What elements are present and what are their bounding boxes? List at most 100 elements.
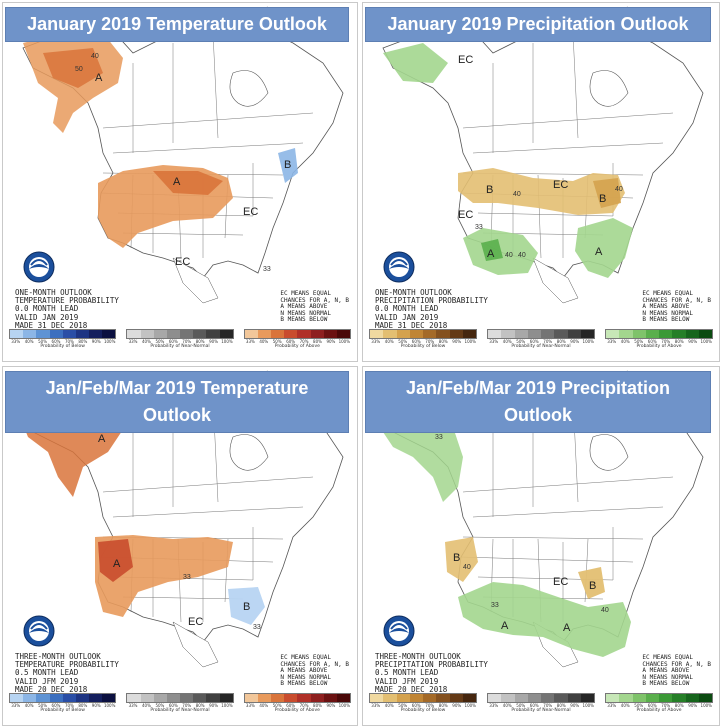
scale-tick: 50% bbox=[155, 339, 165, 344]
scale-tick: 50% bbox=[634, 703, 644, 708]
legend-line: EC MEANS EQUAL bbox=[280, 654, 331, 661]
scale-swatch bbox=[36, 694, 50, 702]
scale-swatch bbox=[462, 694, 476, 702]
scale-ticks: 33% 40% 50% 60% 70% 80% 90% 100% bbox=[369, 703, 477, 708]
scale-tick: 100% bbox=[221, 339, 233, 344]
scale-bar bbox=[9, 329, 117, 339]
scale-swatch bbox=[554, 330, 568, 338]
scale-swatch bbox=[10, 330, 24, 338]
scale-tick: 40% bbox=[502, 339, 512, 344]
legend-line: B MEANS BELOW bbox=[280, 316, 328, 324]
scale-bar bbox=[369, 693, 477, 703]
scale-swatch bbox=[206, 694, 220, 702]
scale-caption: Probability of Above bbox=[274, 708, 320, 713]
meta-line: ONE-MONTH OUTLOOK bbox=[15, 288, 92, 297]
scale-swatch bbox=[632, 694, 646, 702]
contour-label: 40 bbox=[601, 607, 609, 614]
meta-line: 0.5 MONTH LEAD bbox=[15, 668, 79, 678]
scale-swatch bbox=[423, 694, 437, 702]
panel-jan-precipitation: January 2019 Precipitation Outlook EC EC… bbox=[362, 2, 720, 362]
scale-tick: 80% bbox=[674, 703, 684, 708]
scale-tick: 70% bbox=[543, 703, 553, 708]
scale-swatch bbox=[102, 694, 116, 702]
probability-scale-below-precip: 33% 40% 50% 60% 70% 80% 90% 100% Probability of … bbox=[369, 693, 477, 719]
scale-swatch bbox=[672, 330, 686, 338]
probability-scale-above-temp: 33% 40% 50% 60% 70% 80% 90% 100% Probability of … bbox=[243, 329, 351, 355]
outlook-map: 33 B B A A EC 40 33 40 bbox=[382, 370, 704, 668]
scale-swatch bbox=[659, 694, 673, 702]
probability-scales: 33% 40% 50% 60% 70% 80% 90% 100% Probability of … bbox=[9, 693, 351, 719]
scale-tick: 90% bbox=[452, 703, 462, 708]
scale-tick: 33% bbox=[245, 339, 255, 344]
scale-tick: 60% bbox=[529, 339, 539, 344]
scale-swatch bbox=[323, 694, 337, 702]
scale-swatch bbox=[166, 330, 181, 338]
map-label-above: A bbox=[595, 246, 603, 258]
panel-title: Jan/Feb/Mar 2019 Temperature Outlook bbox=[5, 371, 349, 433]
scale-tick: 50% bbox=[155, 703, 165, 708]
scale-ticks: 33% 40% 50% 60% 70% 80% 90% 100% bbox=[9, 703, 116, 708]
scale-tick: 40% bbox=[384, 703, 394, 708]
scale-tick: 90% bbox=[209, 339, 219, 344]
scale-swatch bbox=[462, 330, 476, 338]
scale-tick: 50% bbox=[398, 339, 408, 344]
scale-tick: 60% bbox=[529, 703, 539, 708]
scale-tick: 50% bbox=[516, 339, 526, 344]
scale-swatch bbox=[23, 694, 37, 702]
probability-scales: 33% 40% 50% 60% 70% 80% 90% 100% Probability of … bbox=[369, 329, 713, 355]
scale-tick: 50% bbox=[272, 339, 282, 344]
scale-caption: Probability of Below bbox=[400, 708, 446, 713]
below-region bbox=[445, 537, 478, 582]
scale-swatch bbox=[501, 694, 515, 702]
scale-swatch bbox=[488, 694, 502, 702]
scale-swatch bbox=[370, 330, 384, 338]
legend-line: N MEANS NORMAL bbox=[642, 309, 693, 317]
noaa-logo bbox=[383, 615, 415, 647]
scale-swatch bbox=[514, 694, 528, 702]
outlook-metadata: THREE-MONTH OUTLOOK PRECIPITATION PROBAB… bbox=[375, 652, 488, 694]
probability-scale-above-precip: 33% 40% 50% 60% 70% 80% 90% 100% Probability of … bbox=[605, 329, 713, 355]
scale-tick: 100% bbox=[582, 339, 594, 344]
contour-label: 33 bbox=[435, 434, 443, 441]
scale-swatch bbox=[606, 330, 620, 338]
ec-legend: EC MEANS EQUAL CHANCES FOR A, N, B A MEA… bbox=[280, 654, 349, 688]
scale-tick: 70% bbox=[299, 339, 309, 344]
legend-line: CHANCES FOR A, N, B bbox=[642, 660, 711, 668]
map-label-above: A bbox=[501, 620, 509, 632]
scale-tick: 100% bbox=[464, 703, 476, 708]
scale-swatch bbox=[257, 330, 271, 338]
scale-swatch bbox=[423, 330, 437, 338]
below-region-strong bbox=[593, 178, 621, 208]
scale-tick: 60% bbox=[286, 339, 296, 344]
scale-tick: 100% bbox=[103, 703, 116, 708]
scale-swatch bbox=[619, 694, 633, 702]
scale-swatch bbox=[336, 694, 351, 702]
scale-swatch bbox=[180, 330, 194, 338]
scale-caption: Probability of Below bbox=[40, 344, 85, 349]
scale-swatch bbox=[193, 330, 207, 338]
scale-tick: 80% bbox=[674, 339, 684, 344]
scale-tick: 70% bbox=[425, 339, 435, 344]
scale-tick: 33% bbox=[128, 703, 138, 708]
contour-label: 40 bbox=[463, 564, 471, 571]
meta-line: THREE-MONTH OUTLOOK bbox=[375, 652, 461, 661]
scale-tick: 70% bbox=[661, 703, 671, 708]
scale-ticks: 33% 40% 50% 60% 70% 80% 90% 100% bbox=[126, 339, 233, 344]
above-region-strong bbox=[481, 239, 503, 261]
scale-swatch bbox=[336, 330, 351, 338]
scale-tick: 70% bbox=[299, 703, 309, 708]
legend-line: N MEANS NORMAL bbox=[280, 673, 331, 681]
meta-line: VALID JFM 2019 bbox=[375, 676, 439, 686]
scale-tick: 40% bbox=[259, 339, 269, 344]
contour-label: 33 bbox=[475, 224, 483, 231]
scale-swatch bbox=[645, 694, 659, 702]
scale-swatch bbox=[580, 330, 594, 338]
map-label-ec: EC bbox=[553, 576, 568, 588]
scale-swatch bbox=[49, 330, 63, 338]
contour-label: 40 bbox=[505, 252, 513, 259]
map-label-ec: EC bbox=[243, 206, 258, 218]
map-label-above: A bbox=[563, 622, 571, 634]
meta-line: 0.0 MONTH LEAD bbox=[375, 304, 439, 314]
scale-tick: 50% bbox=[38, 703, 47, 708]
legend-line: A MEANS ABOVE bbox=[280, 303, 328, 311]
